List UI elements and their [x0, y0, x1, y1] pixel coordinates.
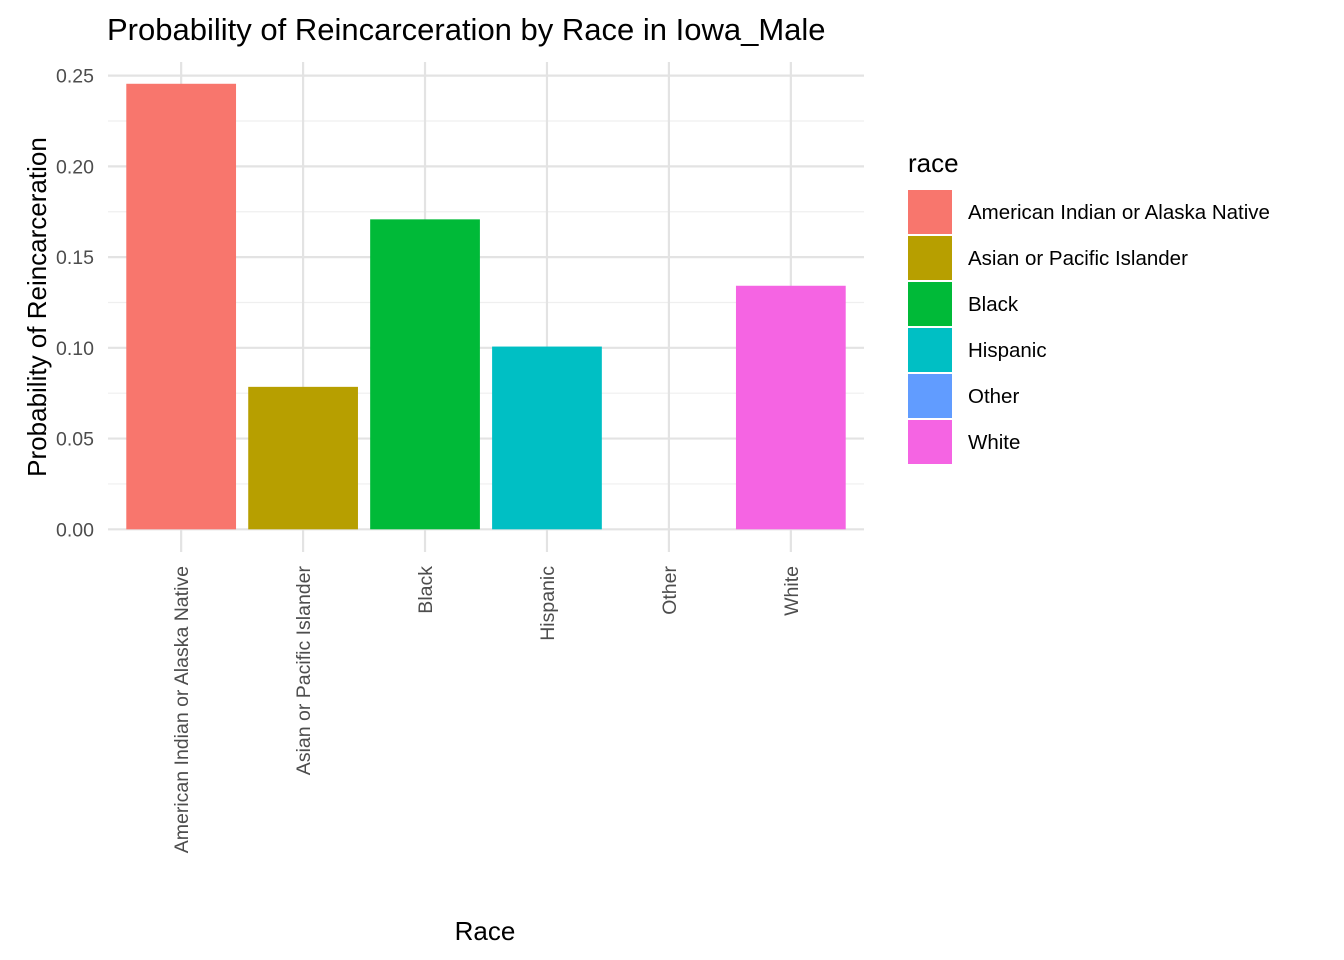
legend-label: Hispanic — [968, 339, 1047, 362]
x-tick-label: Asian or Pacific Islander — [293, 566, 315, 776]
y-tick-label: 0.05 — [56, 429, 94, 451]
x-axis-ticks: American Indian or Alaska Native Asian or… — [171, 566, 803, 854]
y-axis-title: Probability of Reincarceration — [22, 137, 52, 477]
y-tick-label: 0.25 — [56, 66, 94, 88]
x-tick-label: Hispanic — [537, 566, 559, 641]
legend-swatch — [908, 420, 952, 464]
legend-swatch — [908, 374, 952, 418]
x-tick-label: Other — [659, 566, 681, 615]
x-tick-label: White — [781, 566, 803, 616]
y-tick-label: 0.00 — [56, 519, 94, 541]
bar-asian-or-pacific-islander — [248, 386, 358, 530]
bar-hispanic — [492, 346, 602, 530]
x-axis-title: Race — [455, 916, 516, 946]
legend-label: American Indian or Alaska Native — [968, 201, 1270, 224]
legend-swatch — [908, 236, 952, 280]
legend-label: Black — [968, 293, 1019, 316]
legend: race American Indian or Alaska Native Asi… — [908, 148, 1270, 464]
bars — [126, 83, 846, 530]
y-tick-label: 0.10 — [56, 338, 94, 360]
legend-label: Asian or Pacific Islander — [968, 247, 1188, 270]
legend-label: Other — [968, 385, 1019, 408]
x-tick-label: American Indian or Alaska Native — [171, 566, 193, 853]
legend-label: White — [968, 431, 1020, 454]
legend-swatch — [908, 190, 952, 234]
x-tick-label: Black — [415, 566, 437, 614]
legend-swatch — [908, 328, 952, 372]
legend-title: race — [908, 148, 959, 178]
legend-swatch — [908, 282, 952, 326]
y-axis-ticks: 0.00 0.05 0.10 0.15 0.20 0.25 — [56, 66, 94, 542]
bar-black — [370, 219, 480, 530]
bar-white — [735, 285, 846, 530]
bar-american-indian-or-alaska-native — [126, 83, 237, 530]
y-tick-label: 0.15 — [56, 247, 94, 269]
legend-items: American Indian or Alaska Native Asian or… — [908, 190, 1270, 464]
chart-title: Probability of Reincarceration by Race i… — [107, 12, 826, 47]
y-tick-label: 0.20 — [56, 156, 94, 178]
